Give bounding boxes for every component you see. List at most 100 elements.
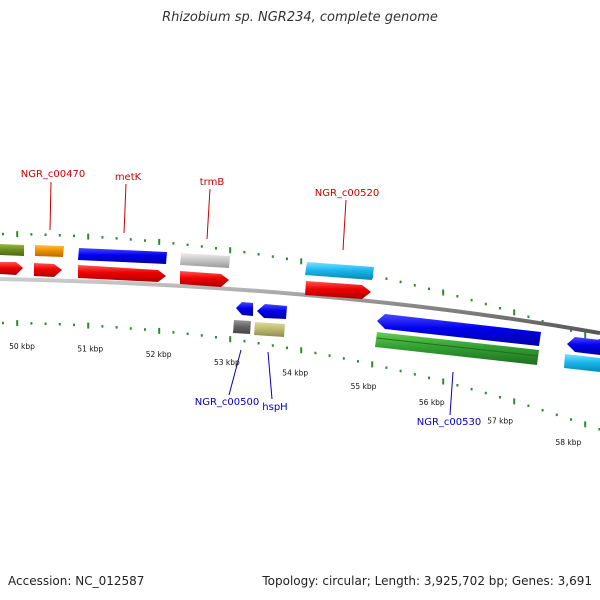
outer-dot-track [2,231,600,342]
inner-minor-tick [314,351,317,355]
inner-major-tick [229,336,232,343]
feature-gray-trmb[interactable] [180,253,230,268]
outer-minor-tick [385,277,388,280]
inner-major-tick [158,327,161,334]
inner-minor-tick [186,332,189,336]
genome-summary-text: Topology: circular; Length: 3,925,702 bp… [262,574,592,588]
feature-cyan-edge[interactable] [564,354,600,372]
gene-label-metk[interactable]: metK [115,172,142,183]
inner-minor-tick [286,346,288,350]
gene-label-ngr-c00520[interactable]: NGR_c00520 [315,188,380,199]
ruler-label: 54 kbp [282,369,308,378]
ruler-label: 50 kbp [9,342,35,351]
outer-minor-tick [200,245,203,248]
gene-label-ngr-c00530[interactable]: NGR_c00530 [417,417,482,428]
inner-major-tick [371,361,374,368]
gene-label-hsph[interactable]: hspH [262,402,287,413]
feature-red-4[interactable] [180,271,229,287]
outer-major-tick [16,231,19,238]
inner-major-tick [584,421,587,428]
inner-minor-tick [144,328,146,331]
feature-blue-edge[interactable] [567,337,600,355]
inner-minor-tick [499,396,501,399]
feature-red-3[interactable] [78,265,166,282]
ruler-label: 53 kbp [214,358,240,367]
inner-minor-tick [470,387,473,391]
inner-minor-tick [357,360,359,363]
inner-minor-tick [172,331,175,334]
ruler-label: 56 kbp [419,398,445,407]
feature-green-c00530[interactable] [375,332,539,365]
inner-minor-tick [215,336,217,339]
gene-labels-bottom: NGR_c00500 hspH NGR_c00530 [195,397,482,428]
inner-major-tick [87,322,90,329]
outer-minor-tick [257,253,260,256]
feature-darkgray-c00500[interactable] [233,320,251,334]
outer-major-tick [584,332,587,339]
outer-major-tick [513,309,516,316]
outer-minor-tick [101,236,104,239]
genome-backbone [0,277,600,335]
leader-lines [49,181,454,416]
feature-red-1[interactable] [0,262,23,275]
gene-label-ngr-c00500[interactable]: NGR_c00500 [195,397,260,408]
outer-minor-tick [129,238,132,241]
feature-orange[interactable] [35,245,64,257]
outer-major-tick [229,247,232,254]
ruler-label: 55 kbp [351,382,377,391]
outer-minor-tick [271,255,274,258]
inner-minor-tick [598,428,600,431]
inner-major-tick [300,347,303,354]
ruler-label: 58 kbp [556,438,582,447]
outer-minor-tick [186,243,189,247]
outer-minor-tick [58,234,61,237]
inner-minor-tick [399,369,402,373]
outer-minor-tick [470,298,473,302]
inner-major-tick [16,320,19,327]
gene-label-trmb[interactable]: trmB [200,177,225,188]
inner-minor-tick [2,321,4,325]
inner-minor-tick [129,327,132,330]
accession-text: Accession: NC_012587 [8,574,145,588]
inner-minor-tick [30,322,33,325]
feature-cyan-c00520[interactable] [305,262,374,280]
inner-minor-tick [541,409,544,412]
feature-blue-metk[interactable] [78,248,167,264]
outer-minor-tick [115,237,118,240]
inner-minor-tick [101,325,104,328]
gene-label-ngr-c00470[interactable]: NGR_c00470 [21,169,86,180]
inner-minor-tick [570,418,572,421]
inner-minor-tick [527,404,530,407]
feature-red-5[interactable] [305,281,371,299]
outer-minor-tick [484,302,487,306]
map-title: Rhizobium sp. NGR234, complete genome [162,10,438,25]
inner-minor-tick [456,384,459,387]
inner-minor-tick [555,413,558,417]
inner-minor-tick [58,323,61,326]
inner-minor-tick [115,326,118,329]
feature-blue-small-2[interactable] [257,304,287,319]
outer-major-tick [87,233,90,240]
outer-major-tick [442,289,445,296]
feature-olive[interactable] [0,244,24,256]
inner-minor-tick [385,366,388,369]
outer-minor-tick [44,233,47,236]
inner-minor-tick [428,376,430,380]
inner-dot-track [2,320,600,431]
outer-minor-tick [541,320,544,323]
outer-minor-tick [215,247,217,250]
inner-major-tick [513,398,516,405]
outer-minor-tick [456,295,459,298]
ruler-label: 57 kbp [487,417,513,426]
outer-minor-tick [499,307,501,310]
feature-red-2[interactable] [34,263,62,277]
inner-minor-tick [44,322,47,325]
feature-blue-large[interactable] [377,314,541,346]
outer-minor-tick [286,257,288,261]
outer-minor-tick [172,242,175,245]
inner-minor-tick [73,323,75,327]
inner-minor-tick [257,342,260,345]
feature-khaki-hsph[interactable] [254,322,285,337]
feature-blue-small-1[interactable] [236,302,253,316]
